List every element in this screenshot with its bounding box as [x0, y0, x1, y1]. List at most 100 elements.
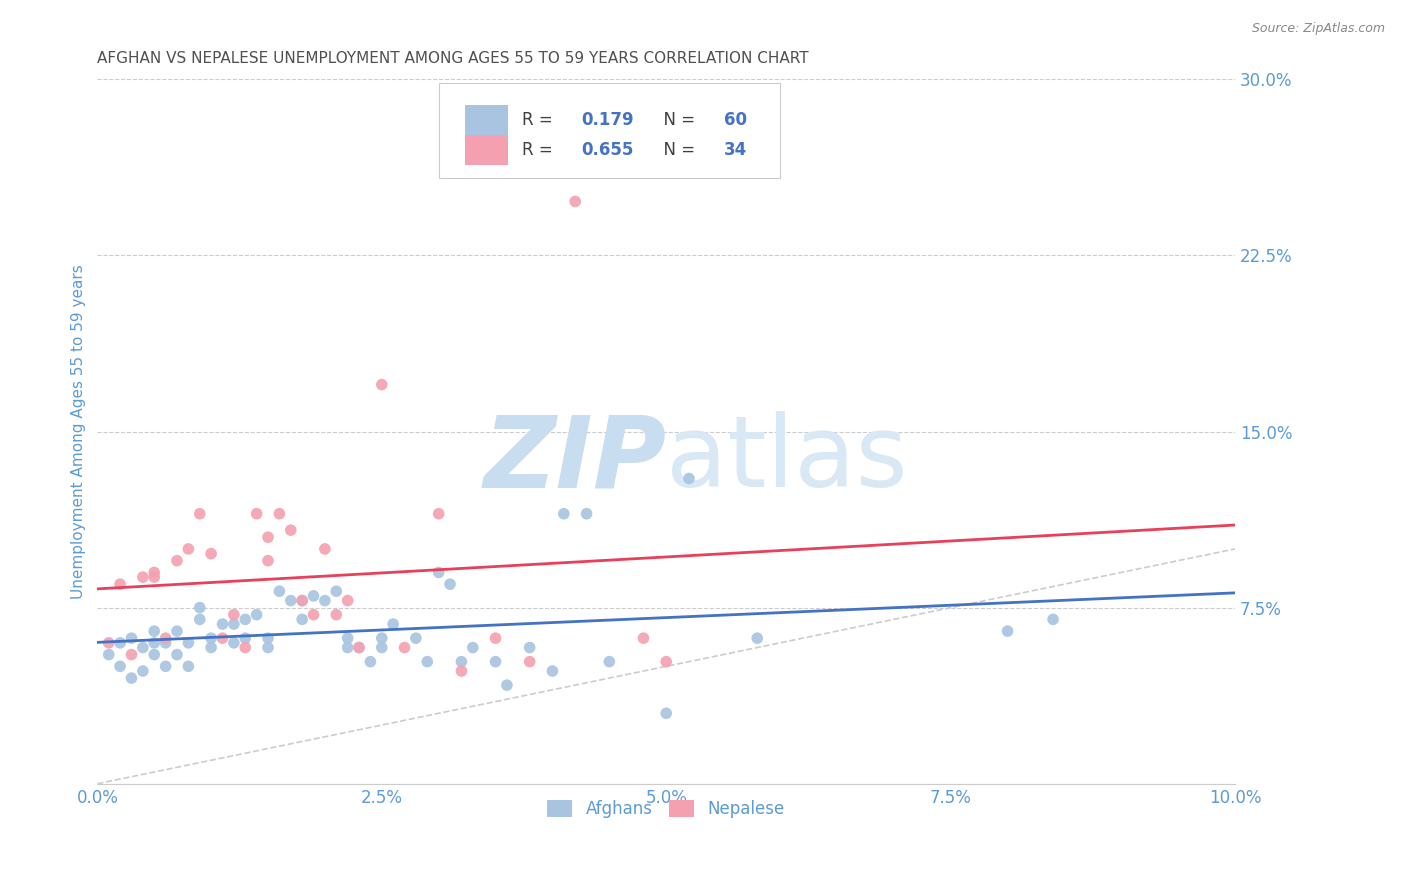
Point — [269, 584, 291, 599]
Point — [416, 655, 439, 669]
Point — [155, 631, 177, 645]
Point — [382, 617, 405, 632]
Point — [496, 678, 519, 692]
Text: N =: N = — [652, 141, 700, 159]
Point — [325, 584, 347, 599]
Point — [302, 589, 325, 603]
Point — [108, 659, 131, 673]
Point — [450, 664, 472, 678]
Point — [143, 624, 166, 639]
Point — [246, 607, 269, 622]
Point — [166, 648, 188, 662]
Point — [132, 640, 155, 655]
Point — [233, 631, 256, 645]
Point — [211, 631, 233, 645]
Point — [336, 640, 359, 655]
FancyBboxPatch shape — [465, 135, 508, 165]
Point — [143, 566, 166, 580]
Y-axis label: Unemployment Among Ages 55 to 59 years: Unemployment Among Ages 55 to 59 years — [72, 264, 86, 599]
Point — [121, 631, 143, 645]
Point — [598, 655, 620, 669]
Point — [371, 377, 394, 392]
Point — [678, 471, 700, 485]
Point — [155, 636, 177, 650]
Text: N =: N = — [652, 111, 700, 128]
Point — [233, 640, 256, 655]
Point — [541, 664, 564, 678]
Point — [108, 636, 131, 650]
FancyBboxPatch shape — [465, 105, 508, 135]
Point — [257, 554, 280, 568]
Point — [200, 547, 222, 561]
Point — [405, 631, 427, 645]
Point — [97, 636, 120, 650]
Point — [108, 577, 131, 591]
Point — [633, 631, 655, 645]
Point — [314, 541, 336, 556]
Point — [336, 631, 359, 645]
Text: Source: ZipAtlas.com: Source: ZipAtlas.com — [1251, 22, 1385, 36]
Point — [519, 655, 541, 669]
Point — [188, 507, 211, 521]
Point — [222, 617, 245, 632]
Point — [143, 636, 166, 650]
Point — [371, 631, 394, 645]
Point — [246, 507, 269, 521]
Point — [188, 612, 211, 626]
Point — [347, 640, 370, 655]
Point — [371, 640, 394, 655]
Point — [132, 570, 155, 584]
Point — [347, 640, 370, 655]
Point — [359, 655, 381, 669]
Point — [519, 640, 541, 655]
Point — [200, 640, 222, 655]
Point — [553, 507, 575, 521]
Point — [257, 631, 280, 645]
Legend: Afghans, Nepalese: Afghans, Nepalese — [541, 793, 792, 825]
Text: 0.179: 0.179 — [581, 111, 634, 128]
Text: 0.655: 0.655 — [581, 141, 633, 159]
Point — [211, 617, 233, 632]
Point — [269, 507, 291, 521]
Point — [427, 507, 450, 521]
Point — [280, 593, 302, 607]
Point — [484, 631, 506, 645]
Text: 60: 60 — [724, 111, 747, 128]
Point — [655, 655, 678, 669]
Point — [200, 631, 222, 645]
Point — [166, 554, 188, 568]
Point — [336, 593, 359, 607]
Text: ZIP: ZIP — [484, 411, 666, 508]
Point — [280, 523, 302, 537]
Point — [143, 570, 166, 584]
Text: R =: R = — [522, 141, 558, 159]
Point — [325, 607, 347, 622]
Point — [177, 636, 200, 650]
Point — [427, 566, 450, 580]
Point — [997, 624, 1019, 639]
Point — [291, 612, 314, 626]
Point — [222, 636, 245, 650]
Point — [121, 648, 143, 662]
Point — [233, 612, 256, 626]
Point — [155, 659, 177, 673]
Point — [1042, 612, 1064, 626]
Point — [257, 530, 280, 544]
Point — [484, 655, 506, 669]
Point — [575, 507, 598, 521]
Text: atlas: atlas — [666, 411, 908, 508]
Point — [439, 577, 461, 591]
Point — [461, 640, 484, 655]
Point — [314, 593, 336, 607]
Point — [132, 664, 155, 678]
Point — [257, 640, 280, 655]
Point — [655, 706, 678, 721]
Point — [291, 593, 314, 607]
Point — [143, 648, 166, 662]
Point — [222, 607, 245, 622]
Text: AFGHAN VS NEPALESE UNEMPLOYMENT AMONG AGES 55 TO 59 YEARS CORRELATION CHART: AFGHAN VS NEPALESE UNEMPLOYMENT AMONG AG… — [97, 51, 808, 66]
Point — [97, 648, 120, 662]
Point — [177, 541, 200, 556]
Point — [450, 655, 472, 669]
Text: 34: 34 — [724, 141, 748, 159]
